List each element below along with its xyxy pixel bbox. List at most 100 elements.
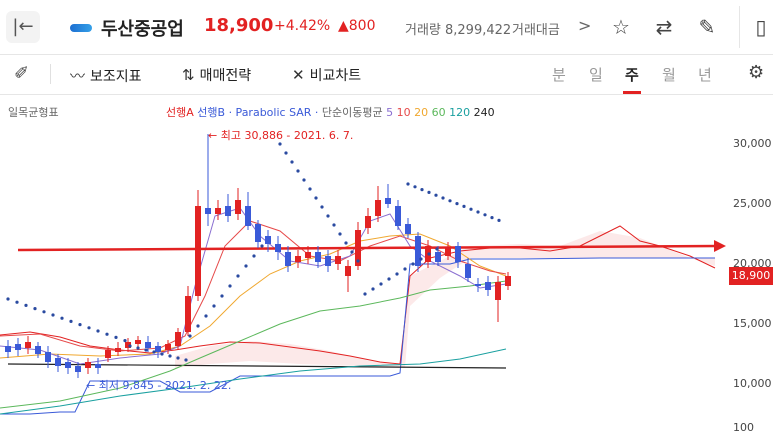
compare-button[interactable]: ✕ 비교차트 [292,65,361,85]
sar-dot [24,303,28,307]
candle-body [115,348,121,352]
sar-dot [144,348,148,352]
pen-icon[interactable]: ✐ [14,63,30,84]
swap-icon[interactable]: ⇄ [655,15,673,39]
ma20-legend: 20 [414,106,429,119]
ma240-legend: 240 [473,106,495,119]
stock-header: |← 두산중공업 18,900 +4.42% ▲800 거래량 8,299,42… [0,0,773,55]
period-day[interactable]: 일 [589,66,603,84]
strategy-button[interactable]: ⇅ 매매전략 [182,65,251,85]
ma60-legend: 60 [431,106,446,119]
period-week[interactable]: 주 [625,66,639,84]
sar-dot [87,326,91,330]
sar-dot [128,344,132,348]
panel-icon[interactable]: ▯ [755,15,767,39]
sar-dot [434,193,438,197]
candle-body [25,342,31,348]
candle-body [65,362,71,368]
candlestick-series [5,134,511,378]
sar-dot [114,335,118,339]
period-minute[interactable]: 분 [552,66,566,84]
candle-body [415,236,421,266]
company-logo [70,24,92,32]
candle-body [135,340,141,344]
price-chart[interactable] [0,96,730,434]
sar-dot [406,182,410,186]
toolbar-divider [50,64,51,84]
sar-dot [476,210,480,214]
sar-dot [123,339,127,343]
candle-body [385,198,391,204]
candle-body [195,206,201,296]
sar-dot [403,267,407,271]
indicators-button[interactable]: 〰 보조지표 [70,65,142,86]
candle-body [155,346,161,352]
candle-body [355,230,361,266]
sar-dot [427,252,431,256]
candle-body [365,216,371,228]
support-arrow-head [714,240,726,252]
candle-body [165,344,171,350]
sar-dot [42,310,46,314]
more-chevron-icon[interactable]: > [578,16,592,35]
sar-dot [448,199,452,203]
sar-dot [33,307,37,311]
candle-body [345,266,351,276]
sar-dot [441,196,445,200]
candle-body [485,282,491,290]
sar-dot [427,190,431,194]
candle-body [55,358,61,366]
span-a-legend: 선행A [166,106,194,119]
sar-dot [204,314,208,318]
sar-dot [290,160,294,164]
sar-dot [308,187,312,191]
sar-dot [168,354,172,358]
sar-dot [435,247,439,251]
back-button[interactable]: |← [6,11,40,43]
candle-body [255,224,261,242]
period-month[interactable]: 월 [662,66,676,84]
star-icon[interactable]: ☆ [612,15,630,39]
sar-dot [236,274,240,278]
ma120-legend: 120 [449,106,471,119]
sar-dot [152,350,156,354]
ma120-line [0,348,507,415]
sar-dot [483,213,487,217]
edit-icon[interactable]: ✎ [698,15,716,39]
ma20-line [0,233,507,359]
volume-text: 거래량 8,299,422 [405,23,512,38]
candle-body [5,346,11,352]
sar-dot [244,264,248,268]
candle-body [285,252,291,266]
ma-legend: 단순이동평균 [321,106,383,119]
price-tick: 10,000 [733,377,772,390]
price-tick: 15,000 [733,317,772,330]
sar-dot [51,313,55,317]
candle-body [175,332,181,346]
indicator-legend: 선행A 선행B · Parabolic SAR · 단순이동평균 5 10 20… [166,104,495,120]
price-tick: 100 [733,421,754,434]
gear-icon[interactable]: ⚙ [748,62,765,83]
candle-body [445,248,451,256]
candle-body [475,284,481,286]
sar-dot [411,262,415,266]
candle-body [495,282,501,300]
period-year[interactable]: 년 [698,66,712,84]
sar-dot [419,257,423,261]
sar-dot [284,151,288,155]
sar-dot [212,304,216,308]
candle-body [215,208,221,214]
candle-body [95,364,101,368]
sar-dot [497,218,501,222]
candle-body [395,206,401,226]
sar-dot [69,319,73,323]
candle-body [225,206,231,216]
stock-name: 두산중공업 [101,19,184,40]
sar-dot [420,188,424,192]
current-price-badge: 18,900 [729,267,773,285]
main-indicator-label: 일목균형표 [8,106,59,119]
sar-dot [176,356,180,360]
candle-body [455,246,461,262]
trade-amount-label: 거래대금 [512,23,560,38]
sar-dot [78,323,82,327]
